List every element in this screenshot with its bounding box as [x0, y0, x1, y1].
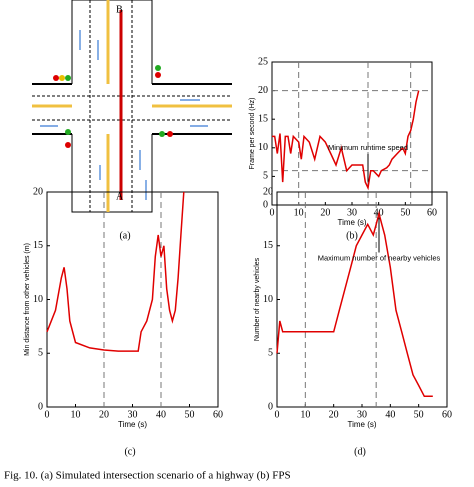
y-tick-label: 20	[33, 186, 43, 197]
x-axis-label: Time (s)	[337, 218, 366, 227]
panel-label: (a)	[119, 230, 130, 241]
x-tick-label: 0	[45, 409, 50, 420]
y-tick-label: 0	[263, 199, 268, 210]
x-tick-label: 60	[427, 207, 437, 218]
x-tick-label: 30	[357, 409, 367, 420]
y-tick-label: 5	[268, 348, 273, 359]
annotation: Maximum number of nearby vehicles	[318, 253, 441, 262]
y-tick-label: 15	[33, 240, 43, 251]
y-tick-label: 20	[263, 186, 273, 197]
data-line	[272, 90, 420, 191]
x-tick-label: 60	[213, 409, 223, 420]
y-tick-label: 10	[263, 294, 273, 305]
y-tick-label: 20	[258, 85, 268, 96]
x-tick-label: 20	[99, 409, 109, 420]
x-tick-label: 30	[128, 409, 138, 420]
caption: Fig. 10. (a) Simulated intersection scen…	[4, 470, 291, 482]
x-tick-label: 50	[414, 409, 424, 420]
point-label: A	[116, 191, 124, 202]
y-axis-label: Min distance from other vehicles (m)	[24, 243, 31, 356]
x-tick-label: 10	[71, 409, 81, 420]
panel-label: (d)	[354, 446, 366, 457]
y-tick-label: 15	[263, 240, 273, 251]
x-tick-label: 60	[442, 409, 452, 420]
x-tick-label: 40	[156, 409, 166, 420]
y-tick-label: 10	[258, 142, 268, 153]
y-tick-label: 25	[258, 56, 268, 67]
annotation: Minimum runtime speed	[328, 143, 408, 152]
plot-area	[271, 61, 433, 206]
panel-label: (c)	[124, 446, 135, 457]
y-tick-label: 10	[33, 294, 43, 305]
point-label: B	[116, 4, 123, 15]
y-tick-label: 0	[38, 401, 43, 412]
x-axis-label: Time (s)	[347, 420, 376, 429]
x-tick-label: 50	[400, 207, 410, 218]
y-tick-label: 0	[268, 401, 273, 412]
y-tick-label: 15	[258, 113, 268, 124]
panel-label: (b)	[346, 230, 358, 241]
x-tick-label: 0	[270, 207, 275, 218]
x-tick-label: 10	[300, 409, 310, 420]
x-tick-label: 40	[385, 409, 395, 420]
x-tick-label: 20	[329, 409, 339, 420]
x-tick-label: 50	[185, 409, 195, 420]
x-tick-label: 30	[347, 207, 357, 218]
x-tick-label: 0	[275, 409, 280, 420]
y-axis-label: Number of nearby vehicles	[254, 257, 261, 341]
data-line	[276, 210, 433, 398]
x-tick-label: 10	[294, 207, 304, 218]
y-tick-label: 5	[38, 348, 43, 359]
data-line	[46, 191, 185, 352]
x-tick-label: 20	[320, 207, 330, 218]
y-tick-label: 5	[263, 171, 268, 182]
plot-area	[46, 191, 219, 408]
intersection-diagram: B A	[32, 0, 232, 213]
x-axis-label: Time (s)	[118, 420, 147, 429]
y-axis-label: Frame per second (Hz)	[249, 98, 256, 170]
